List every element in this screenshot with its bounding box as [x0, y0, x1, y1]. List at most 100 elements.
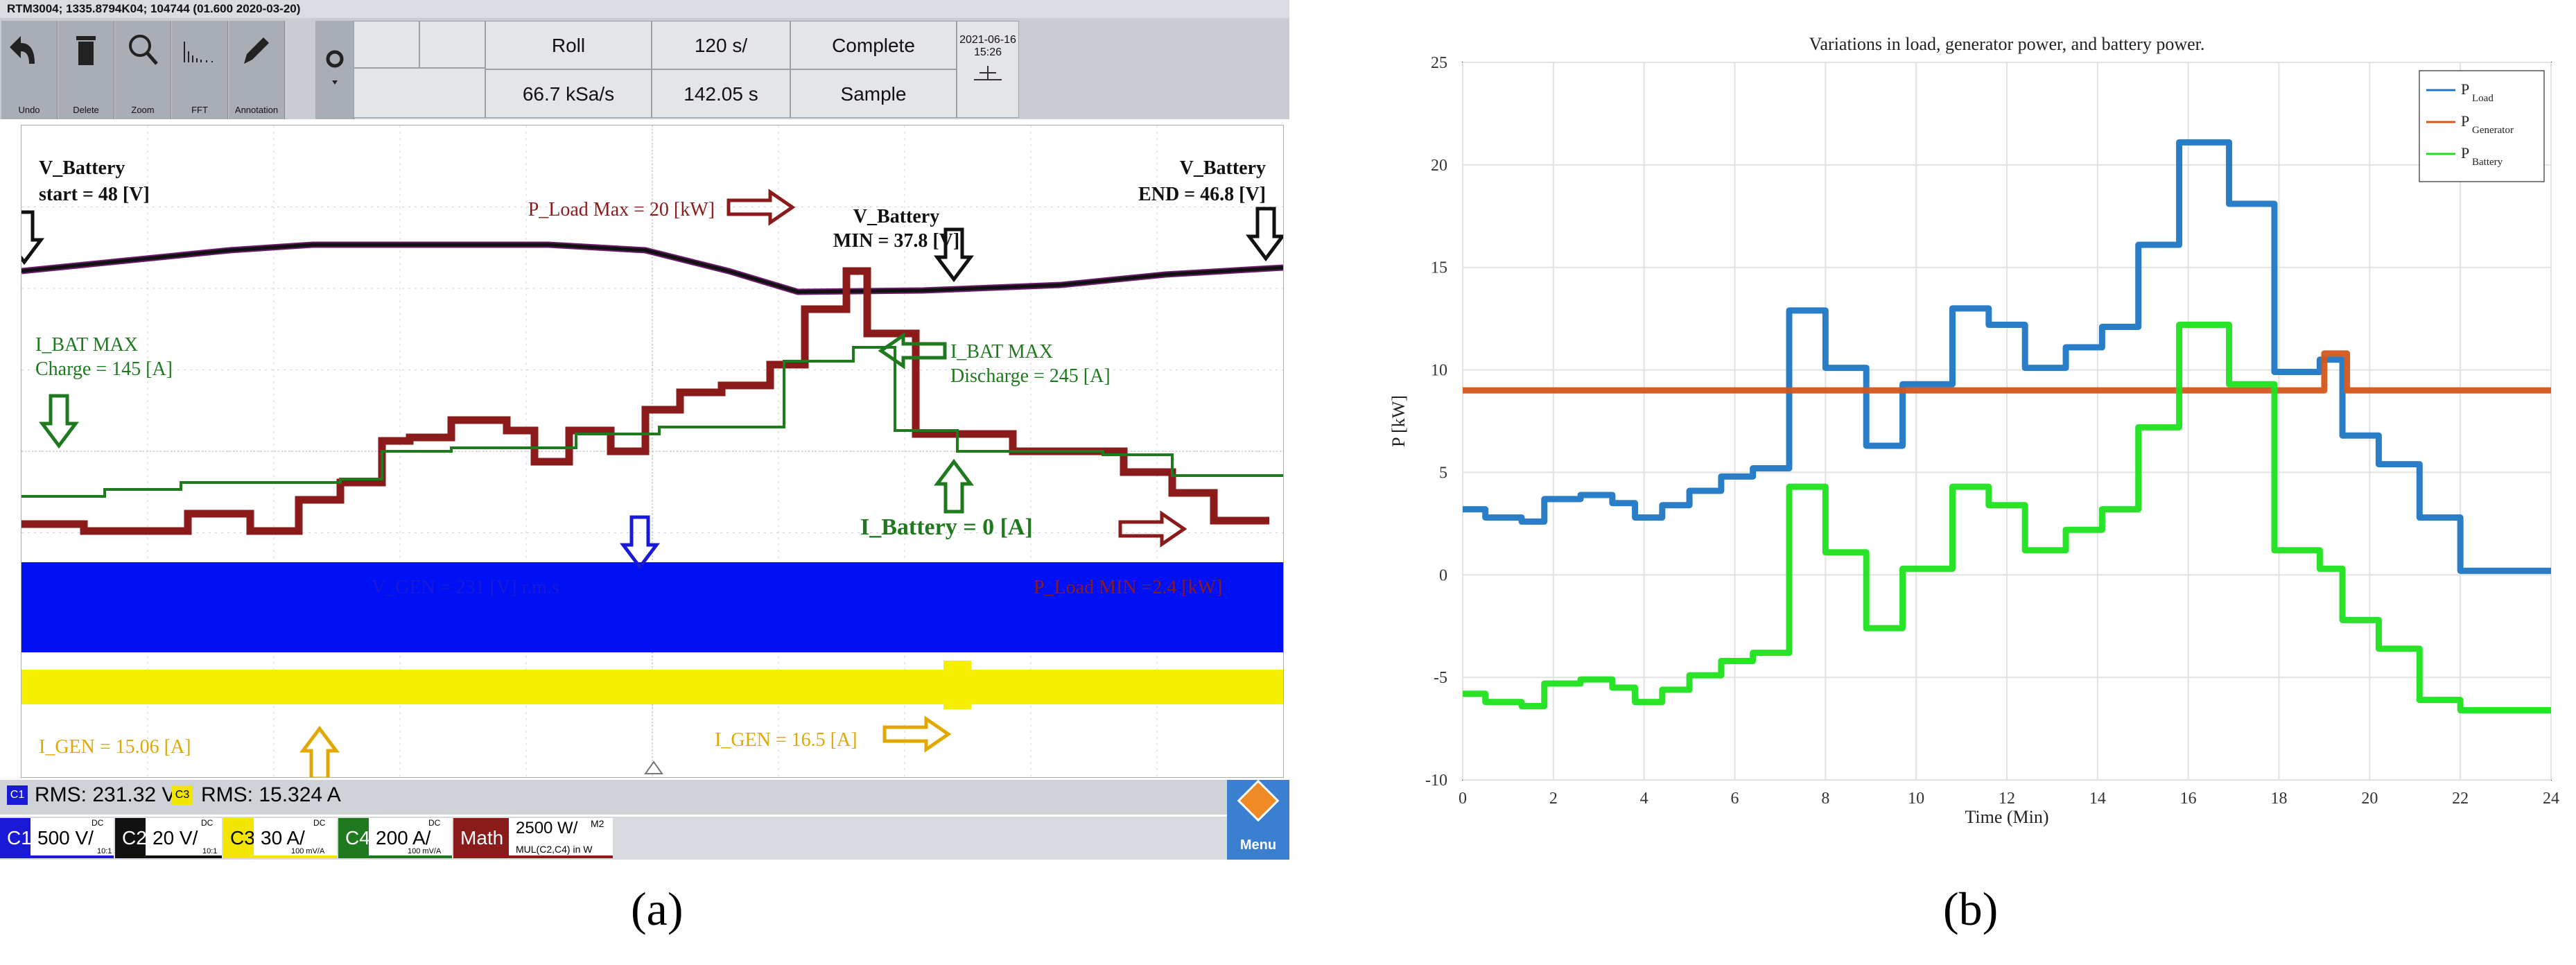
status-cell[interactable]: Complete [790, 21, 957, 69]
y-tick-label: 5 [1439, 464, 1447, 482]
scope-annotation: V_Battery [39, 157, 125, 179]
y-tick-label: 0 [1439, 566, 1447, 584]
x-tick-label: 14 [2089, 790, 2106, 808]
date-text: 2021-06-16 [959, 34, 1016, 46]
generator-voltage-band [21, 562, 1283, 652]
series-line-battery [1463, 322, 2551, 713]
battery-current-trace [21, 346, 1283, 498]
channel-math-tag[interactable]: Math [453, 818, 509, 858]
x-tick-label: 4 [1640, 790, 1648, 808]
scope-annotation: start = 48 [V] [39, 184, 150, 205]
arrow-shape [4, 210, 44, 266]
load-power-trace [21, 267, 1269, 535]
scope-annotation: I_GEN = 16.5 [A] [715, 729, 858, 751]
channel-c3-scale[interactable]: 30 A/ [254, 818, 337, 858]
measurement-bar [0, 780, 1289, 815]
channel-c2-tag[interactable]: C2 [115, 818, 147, 858]
mode-cell[interactable]: Roll [485, 21, 652, 69]
channel-c3-tag[interactable]: C3 [223, 818, 255, 858]
menu-label: Menu [1239, 837, 1277, 853]
zoom-button[interactable]: Zoom [115, 21, 171, 119]
undo-button[interactable]: Undo [1, 21, 58, 119]
channel-c1-tag[interactable]: C1 [0, 818, 32, 858]
channel-c4-tag[interactable]: C4 [338, 818, 370, 858]
arrow-shape [878, 332, 947, 370]
c4-dc: DC [428, 818, 441, 828]
c1-probe: 10:1 [97, 847, 112, 855]
c3-dc: DC [313, 818, 326, 828]
channel-c2-scale[interactable]: 20 V/ [146, 818, 222, 858]
position-cell[interactable]: 142.05 s [652, 69, 790, 118]
annotation-button[interactable]: Annotation [229, 21, 285, 119]
c3-tag: C3 [172, 785, 193, 805]
c1-tag: C1 [7, 785, 28, 805]
x-tick-label: 0 [1459, 790, 1467, 808]
x-tick-label: 16 [2180, 790, 2197, 808]
timebase-cell[interactable]: 120 s/ [652, 21, 790, 69]
legend-entry-name: P [2461, 80, 2469, 98]
zoom-icon [129, 35, 158, 65]
trash-icon [76, 36, 96, 65]
x-tick-label: 10 [1908, 790, 1924, 808]
channel-c4-scale[interactable]: 200 A/ [369, 818, 452, 858]
channel-c1-scale[interactable]: 500 V/ [31, 818, 114, 858]
arrow-shape [1246, 207, 1286, 262]
y-tick-label: 10 [1431, 362, 1447, 380]
c3-probe: 100 mV/A [291, 847, 325, 855]
legend-entry-sub: Load [2472, 93, 2494, 104]
c2-dc: DC [201, 818, 214, 828]
y-tick-label: 15 [1431, 259, 1447, 277]
time-text: 15:26 [973, 46, 1002, 58]
scope-title-bar: RTM3004; 1335.8794K04; 104744 (01.600 20… [0, 0, 1289, 18]
chart-svg: 0 2 4 6 8 10 12 14 16 18 20 22 24-10-50510152025Vari… [1389, 34, 2559, 827]
delete-label: Delete [73, 105, 99, 115]
pencil-icon [244, 37, 269, 64]
scope-annotation: I_Battery = 0 [A] [860, 514, 1033, 540]
arrow-shape [934, 227, 974, 283]
scope-annotation: Charge = 145 [A] [35, 358, 173, 380]
series-line-load [1463, 139, 2551, 574]
math-formula: MUL(C2,C4) in W [516, 844, 593, 855]
menu-button[interactable]: Menu [1227, 779, 1289, 860]
fft-button[interactable]: FFT [172, 21, 228, 119]
x-axis-label: Time (Min) [1965, 807, 2048, 827]
scope-annotation: I_BAT MAX [35, 334, 138, 356]
legend-entry-name: P [2461, 144, 2469, 162]
generator-current-band [21, 670, 1283, 704]
legend-entry-sub: Generator [2472, 125, 2514, 136]
arrow-shape [1118, 510, 1187, 548]
chart-title: Variations in load, generator power, and… [1809, 34, 2205, 54]
fft-label: FFT [191, 105, 208, 115]
scope-annotation: I_BAT MAX [950, 341, 1053, 363]
scope-annotation: P_Load Max = 20 [kW] [528, 199, 715, 220]
settings-button[interactable] [315, 21, 354, 119]
arrow-shape [934, 458, 974, 514]
fft-icon [184, 42, 213, 62]
sample-cell[interactable]: Sample [790, 69, 957, 118]
x-tick-label: 18 [2271, 790, 2288, 808]
battery-voltage-trace [21, 243, 1284, 294]
channel-math-scale[interactable]: 2500 W/ MUL(C2,C4) in W [509, 818, 613, 858]
rs-logo-icon [1237, 779, 1280, 822]
y-tick-label: -10 [1425, 772, 1447, 790]
c2-probe: 10:1 [202, 847, 218, 855]
x-tick-label: 24 [2543, 790, 2559, 808]
scope-annotation: V_Battery [853, 206, 939, 227]
arrow-shape [39, 394, 79, 449]
oscilloscope-panel: RTM3004; 1335.8794K04; 104744 (01.600 20… [0, 0, 1289, 863]
panel-label-b: (b) [1943, 883, 1999, 935]
scope-annotation: Discharge = 245 [A] [950, 365, 1111, 387]
scope-annotation: I_GEN = 15.06 [A] [39, 736, 191, 758]
sample-rate-cell[interactable]: 66.7 kSa/s [485, 69, 652, 118]
y-tick-label: 20 [1431, 157, 1447, 175]
generator-current-step [943, 661, 971, 709]
legend-entry-sub: Battery [2472, 157, 2503, 168]
y-axis-label: P [kW] [1389, 395, 1409, 447]
delete-button[interactable]: Delete [58, 21, 114, 119]
arrow-shape [620, 515, 660, 571]
scope-annotation: V_GEN = 231 [V] r.m.s [372, 577, 559, 598]
scope-annotation: V_Battery [1180, 157, 1266, 179]
scope-annotation: MIN = 37.8 [V] [833, 230, 959, 252]
scope-screen: V_Battery start = 48 [V] V_Battery END = 46… [4, 125, 1286, 781]
